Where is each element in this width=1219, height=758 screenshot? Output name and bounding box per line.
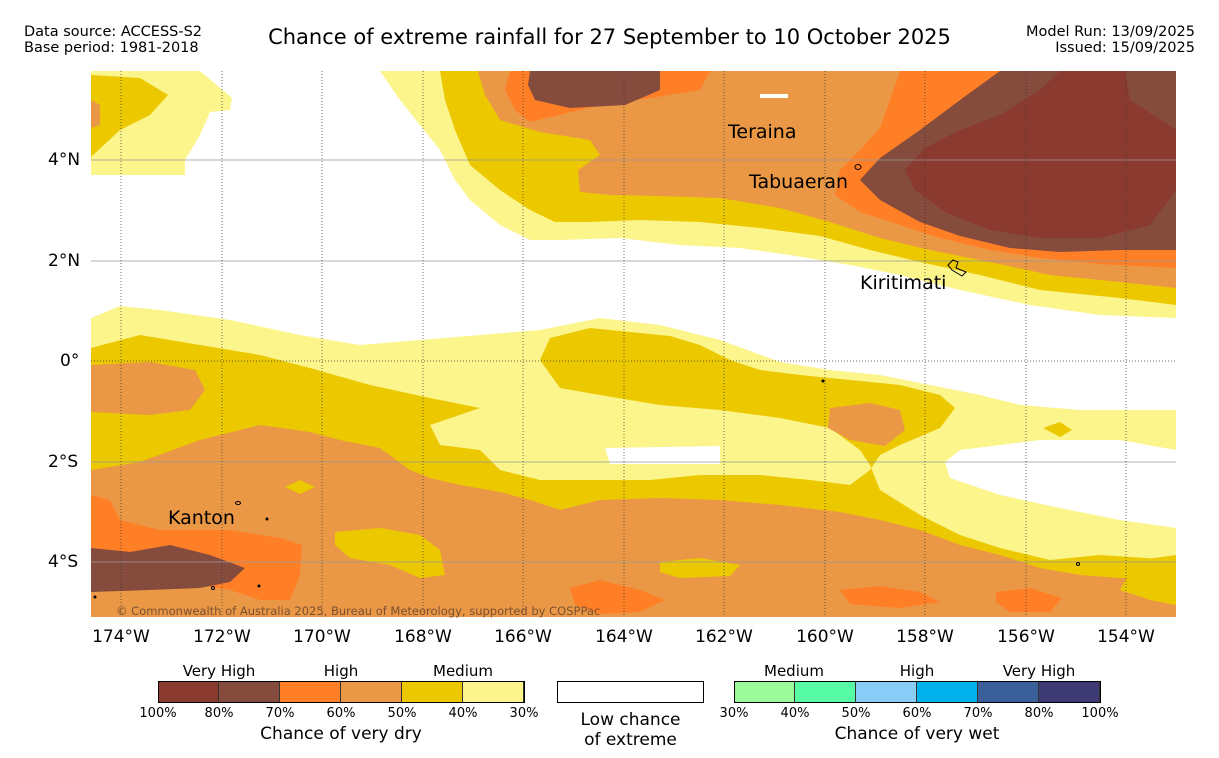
issued-date: Issued: 15/09/2025 — [1055, 40, 1195, 56]
place-kanton: Kanton — [168, 507, 235, 529]
dry-tick-80: 80% — [204, 706, 234, 721]
map-meridians — [120, 71, 1127, 617]
lon-label-162w: 162°W — [695, 627, 753, 647]
map-field — [91, 71, 1176, 617]
legend-wet-medium: Medium — [764, 662, 824, 680]
lon-label-160w: 160°W — [796, 627, 854, 647]
wet-swatch-70-80 — [978, 681, 1039, 702]
dry-tick-100: 100% — [139, 706, 177, 721]
islet-3 — [257, 584, 261, 588]
wet-tick-30: 30% — [719, 706, 749, 721]
lat-label-equator: 0° — [60, 351, 80, 371]
map-title-text: Chance of extreme rainfall for 27 Septem… — [268, 25, 951, 49]
dry-swatch-100-80 — [158, 681, 219, 702]
dry-swatch-50-40 — [402, 681, 463, 702]
tabuaeran-island — [854, 164, 862, 170]
wet-swatch-30-40 — [734, 681, 795, 702]
islet-6 — [93, 595, 97, 599]
lon-label-174w: 174°W — [92, 627, 150, 647]
islet-4 — [1076, 562, 1080, 566]
wet-swatch-60-70 — [917, 681, 978, 702]
low-chance-caption-1: Low chance — [580, 710, 681, 730]
dry-swatch-80-70 — [219, 681, 280, 702]
legend-wet-high: High — [899, 662, 935, 680]
wet-swatch-40-50 — [795, 681, 856, 702]
header-right: Model Run: 13/09/2025 Issued: 15/09/2025 — [1026, 24, 1195, 56]
dry-tick-70: 70% — [265, 706, 295, 721]
dry-tick-40: 40% — [448, 706, 478, 721]
lon-label-156w: 156°W — [997, 627, 1055, 647]
lon-label-166w: 166°W — [494, 627, 552, 647]
south-light-orange-patch-east — [828, 403, 905, 446]
legend-dry-high: High — [323, 662, 359, 680]
kiritimati-island — [947, 259, 967, 277]
wet-tick-100: 100% — [1081, 706, 1119, 721]
north-dark-brown-zone — [905, 71, 1176, 238]
data-source: Data source: ACCESS-S2 — [24, 24, 203, 40]
map-grid — [91, 159, 1176, 563]
kanton-island — [235, 501, 241, 505]
south-yellow-patch-1 — [335, 528, 445, 578]
legend-dry-very-high: Very High — [182, 662, 256, 680]
island-outlines — [93, 164, 1080, 599]
lat-label-2n: 2°N — [48, 251, 81, 271]
lat-label-4n: 4°N — [48, 150, 81, 170]
place-kiritimati: Kiritimati — [860, 272, 947, 294]
south-low-chance-hole-1 — [605, 446, 720, 464]
copyright-notice: © Commonwealth of Australia 2025, Bureau… — [116, 604, 601, 618]
wet-swatch-80-100 — [1039, 681, 1100, 702]
south-yellow-patch-5 — [1043, 422, 1072, 437]
south-light-orange-zone — [91, 425, 1176, 617]
low-chance-caption-2: of extreme — [584, 730, 677, 750]
dry-tick-60: 60% — [326, 706, 356, 721]
northwest-yellow-zone — [91, 75, 168, 157]
place-tabuaeran: Tabuaeran — [749, 171, 849, 193]
dry-swatch-60-50 — [341, 681, 402, 702]
south-light-orange-patch-equator — [91, 362, 205, 415]
wet-tick-60: 60% — [902, 706, 932, 721]
low-chance-swatch — [557, 681, 704, 703]
lon-label-168w: 168°W — [394, 627, 452, 647]
lon-label-164w: 164°W — [595, 627, 653, 647]
lat-label-4s: 4°S — [48, 552, 79, 572]
header-left: Data source: ACCESS-S2 Base period: 1981… — [24, 24, 202, 56]
wet-tick-70: 70% — [963, 706, 993, 721]
islet-5 — [821, 379, 825, 383]
wet-tick-80: 80% — [1024, 706, 1054, 721]
north-low-chance-speck — [760, 94, 788, 98]
model-run: Model Run: 13/09/2025 — [1025, 24, 1195, 40]
dry-swatch-70-60 — [280, 681, 341, 702]
northwest-orange-patch — [91, 100, 100, 128]
wet-tick-40: 40% — [780, 706, 810, 721]
lat-label-2s: 2°S — [48, 452, 79, 472]
south-yellow-patch-4 — [1120, 555, 1176, 605]
wet-bar-frame — [734, 681, 1101, 703]
dry-tick-50: 50% — [387, 706, 417, 721]
south-orange-patch-1 — [570, 580, 665, 614]
lon-label-172w: 172°W — [193, 627, 251, 647]
lon-label-154w: 154°W — [1097, 627, 1155, 647]
wet-tick-50: 50% — [841, 706, 871, 721]
base-period: Base period: 1981-2018 — [24, 40, 199, 56]
dry-tick-30: 30% — [509, 706, 539, 721]
lon-label-170w: 170°W — [293, 627, 351, 647]
south-brown-zone — [91, 545, 245, 592]
legend-dry-medium: Medium — [433, 662, 493, 680]
legend-wet-caption: Chance of very wet — [834, 724, 1000, 744]
legend-dry-caption: Chance of very dry — [260, 724, 422, 744]
legend-wet-very-high: Very High — [1002, 662, 1076, 680]
islet-2 — [211, 586, 215, 590]
dry-bar-frame — [158, 681, 525, 703]
wet-swatch-50-60 — [856, 681, 917, 702]
lon-label-158w: 158°W — [896, 627, 954, 647]
south-orange-patch-3 — [996, 588, 1062, 612]
map-title: Chance of extreme rainfall for 27 Septem… — [0, 25, 1219, 49]
south-yellow-patch-3 — [285, 480, 315, 494]
islet-1 — [265, 517, 269, 521]
south-yellow-patch-2 — [660, 558, 740, 578]
south-orange-patch-2 — [840, 586, 940, 608]
place-teraina: Teraina — [728, 121, 797, 143]
dry-swatch-40-30 — [463, 681, 524, 702]
